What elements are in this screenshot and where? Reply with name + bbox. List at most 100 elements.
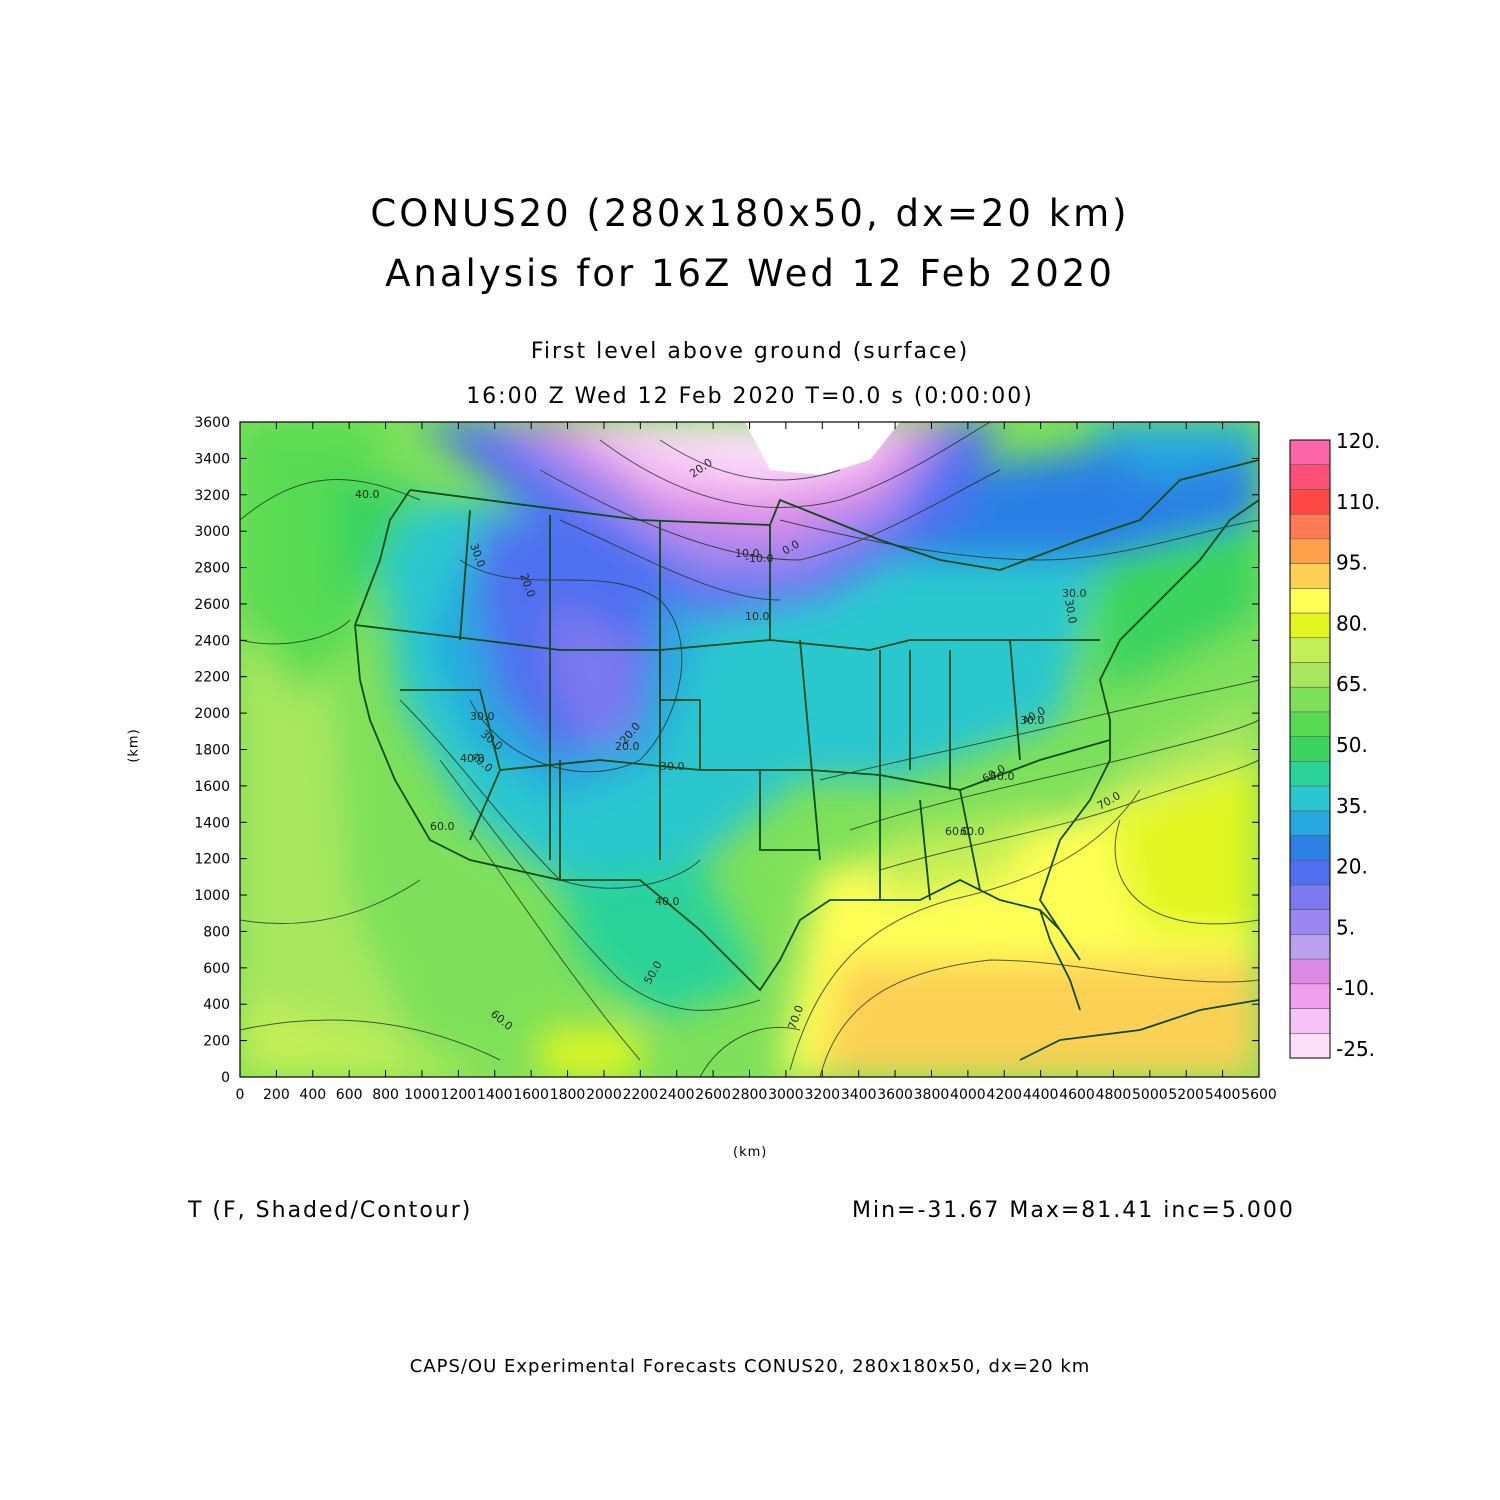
contour-label: 60.0 [430,820,455,833]
y-tick-label: 3200 [194,488,230,504]
y-tick-label: 2800 [194,561,230,577]
y-tick-label: 0 [221,1070,230,1086]
x-tick-label: 2000 [586,1087,622,1103]
contour-label: 20.0 [615,740,640,753]
contour-labels: 20.010.0-10.00.010.030.020.030.040.0 30.0… [355,456,1123,1033]
x-tick-label: 2600 [695,1087,731,1103]
contour-label: 50.0 [990,770,1015,783]
colorbar-label: -10. [1336,976,1375,1000]
colorbar-swatch [1290,637,1330,663]
contour-label: 10.0 [745,610,770,623]
colorbar-label: 110. [1336,490,1381,514]
plot-title-line1: CONUS20 (280x180x50, dx=20 km) [370,192,1130,235]
colorbar-label: 5. [1336,915,1355,939]
x-tick-label: 200 [263,1087,290,1103]
variable-label: T (F, Shaded/Contour) [188,1198,473,1223]
y-tick-label: 1000 [194,888,230,904]
colorbar-swatch [1290,1008,1330,1034]
colorbar-swatch [1290,810,1330,836]
plot-subtitle-level: First level above ground (surface) [530,339,970,364]
colorbar-label: 120. [1336,429,1381,453]
contour-label: 30.0 [1062,598,1079,624]
colorbar-frame [1289,439,1331,1059]
contour-label: 40.0 [460,752,485,765]
x-tick-label: 2800 [732,1087,768,1103]
colorbar-swatch [1290,662,1330,688]
plot-subtitle-time: 16:00 Z Wed 12 Feb 2020 T=0.0 s (0:00:00… [466,384,1034,409]
contour-lines [240,422,1259,1077]
colorbar-swatch [1290,761,1330,787]
colorbar-swatch [1290,563,1330,589]
contour-label: 30.0 [660,760,685,773]
colorbar-label: 50. [1336,733,1368,757]
x-tick-label: 600 [336,1087,363,1103]
x-tick-label: 5600 [1241,1087,1277,1103]
y-tick-label: 2600 [194,597,230,613]
colorbar-swatch [1290,440,1330,465]
colorbar-legend: 120. 110. 95. 80. 65. 50. 35. 20. 5. -10. -25. [1289,429,1381,1061]
colorbar-swatch [1290,934,1330,960]
x-axis-label: (km) [733,1145,768,1160]
colorbar-swatch [1290,588,1330,614]
colorbar-label: 35. [1336,794,1368,818]
colorbar-swatch [1290,489,1330,515]
contour-label: 60.0 [960,825,985,838]
x-tick-label: 1800 [550,1087,586,1103]
x-tick-label: 4200 [986,1087,1022,1103]
x-tick-label: 1600 [513,1087,549,1103]
colorbar-swatch [1290,1033,1330,1058]
plot-title-line2: Analysis for 16Z Wed 12 Feb 2020 [385,252,1115,295]
x-tick-label: 1400 [477,1087,513,1103]
colorbar-swatch [1290,983,1330,1009]
colorbar-label: -25. [1336,1037,1375,1061]
x-tick-label: 2400 [659,1087,695,1103]
colorbar-swatch [1290,613,1330,638]
x-tick-label: 5200 [1168,1087,1204,1103]
y-tick-label: 1200 [194,852,230,868]
x-tick-label: 3000 [768,1087,804,1103]
x-tick-label: 5400 [1205,1087,1241,1103]
x-tick-label: 3400 [841,1087,877,1103]
y-tick-label: 3600 [194,415,230,431]
colorbar-swatch [1290,860,1330,885]
y-tick-label: 3400 [194,451,230,467]
y-tick-label: 1600 [194,779,230,795]
colorbar-swatch [1290,884,1330,910]
colorbar-swatch [1290,786,1330,811]
x-tick-label: 800 [372,1087,399,1103]
y-tick-label: 1800 [194,743,230,759]
y-tick-label: 2200 [194,670,230,686]
x-tick-label: 5000 [1132,1087,1168,1103]
y-tick-label: 2000 [194,706,230,722]
x-tick-label: 1200 [441,1087,477,1103]
y-tick-label: 400 [203,997,230,1013]
y-axis: 0 200 400 600 800 1000 1200 1400 1600 1800 2000 220… [194,415,1259,1086]
x-tick-label: 4800 [1096,1087,1132,1103]
x-tick-label: 0 [236,1087,245,1103]
x-axis: 0 200 400 600 800 1000 1200 1400 1600 1800 2000 220… [236,422,1277,1103]
colorbar-label: 20. [1336,855,1368,879]
colorbar-swatch [1290,687,1330,712]
contour-label: 10.0 [735,547,760,560]
colorbar-label: 95. [1336,551,1368,575]
colorbar-swatch [1290,538,1330,564]
x-tick-label: 3200 [804,1087,840,1103]
colorbar-swatch [1290,959,1330,984]
contour-label: 40.0 [355,488,380,501]
boundaries [354,459,1259,1061]
colorbar-swatch [1290,514,1330,539]
contour-label: 60.0 [945,825,970,838]
y-tick-label: 3000 [194,524,230,540]
colorbar-swatch [1290,909,1330,935]
x-tick-label: 400 [299,1087,326,1103]
y-tick-label: 200 [203,1034,230,1050]
y-tick-label: 600 [203,961,230,977]
x-tick-label: 4600 [1059,1087,1095,1103]
contour-label: -10.0 [745,552,773,565]
temperature-field [240,422,1259,1077]
y-tick-label: 800 [203,924,230,940]
credit-line: CAPS/OU Experimental Forecasts CONUS20, … [409,1356,1091,1377]
colorbar-swatch [1290,464,1330,490]
colorbar-label: 65. [1336,672,1368,696]
